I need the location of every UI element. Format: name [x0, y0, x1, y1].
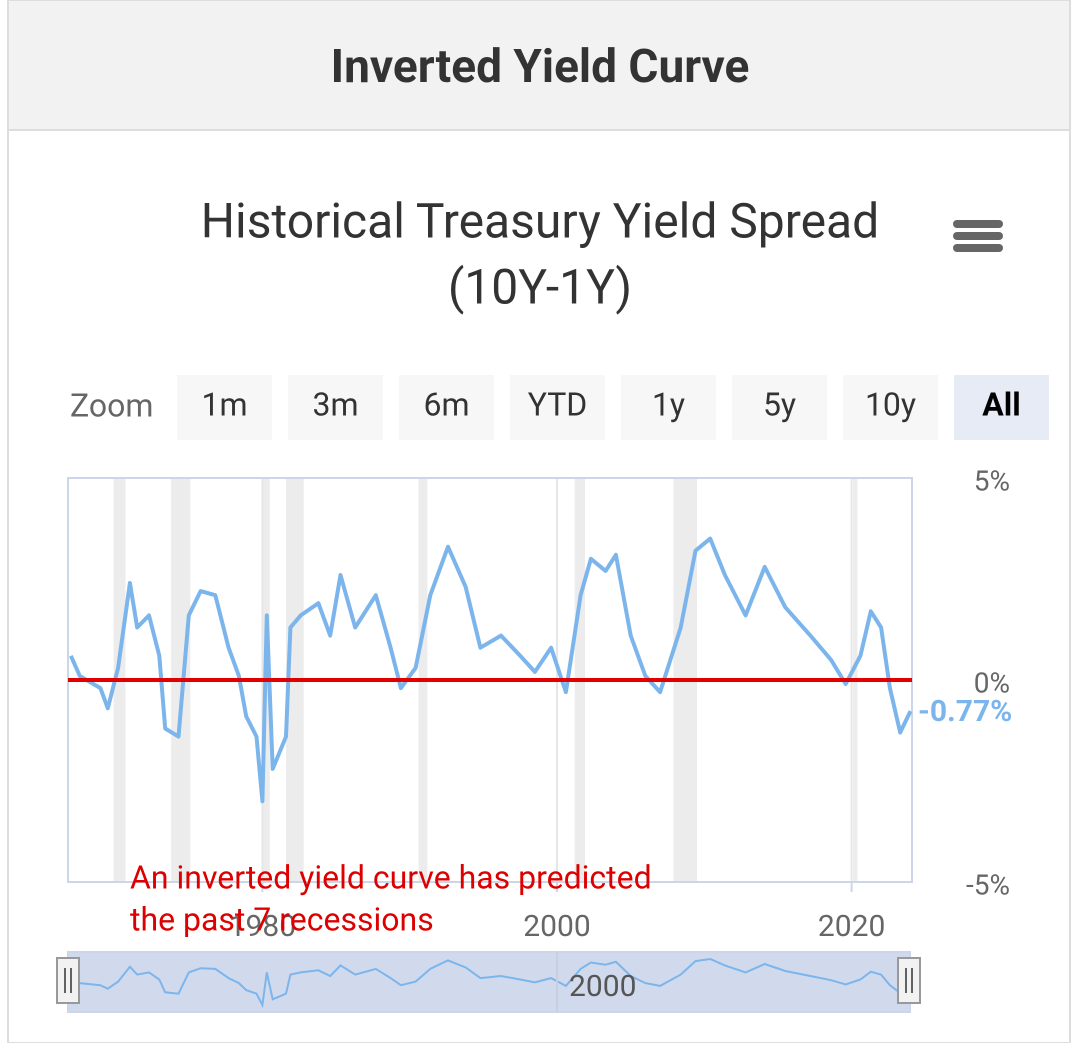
- navigator-mask: [67, 951, 911, 1013]
- zoom-button-label: 6m: [423, 385, 469, 423]
- zoom-button-bg: [288, 375, 383, 440]
- zoom-button-bg: [399, 375, 494, 440]
- zoom-button[interactable]: YTD: [510, 375, 605, 440]
- zoom-button[interactable]: All: [954, 375, 1049, 440]
- zoom-button-bg: [843, 375, 938, 440]
- zoom-button-bg: [732, 375, 827, 440]
- y-tick-label: 0%: [974, 666, 1010, 699]
- navigator-line: [70, 957, 911, 1009]
- zoom-button-label: 1m: [201, 385, 247, 423]
- zoom-button[interactable]: 3m: [288, 375, 383, 440]
- zoom-label: Zoom: [70, 386, 153, 424]
- last-value-label: -0.77%: [918, 694, 1012, 729]
- handle-body: [897, 957, 921, 1004]
- handle-body: [56, 957, 80, 1004]
- x-tick-label: 2000: [523, 909, 590, 944]
- y-tick-label: -5%: [966, 868, 1010, 901]
- zoom-button-label: 5y: [763, 385, 796, 423]
- header-band: [9, 1, 1069, 130]
- zoom-button[interactable]: 10y: [843, 375, 938, 440]
- zoom-button-label: 1y: [652, 385, 685, 423]
- series-line: [69, 536, 913, 804]
- zoom-button[interactable]: 1m: [177, 375, 272, 440]
- zoom-button[interactable]: 1y: [621, 375, 716, 440]
- chart-title: Historical Treasury Yield Spread: [201, 193, 879, 250]
- zoom-button-bg: [510, 375, 605, 440]
- navigator-handle[interactable]: [56, 957, 80, 1004]
- zoom-button-bg: [621, 375, 716, 440]
- x-tick-label: 2020: [818, 909, 885, 944]
- annotation: the past 7 recessions: [130, 900, 434, 938]
- zoom-button-label: 10y: [865, 385, 916, 423]
- zoom-button-label: 3m: [312, 385, 358, 423]
- navigator-handle[interactable]: [897, 957, 921, 1004]
- zoom-button-bg: [177, 375, 272, 440]
- zoom-button-label: All: [982, 385, 1020, 423]
- zoom-button[interactable]: 6m: [399, 375, 494, 440]
- zoom-button-bg: [954, 375, 1049, 440]
- annotation: An inverted yield curve has predicted: [130, 858, 652, 896]
- navigator-tick-label: 2000: [569, 969, 636, 1004]
- header-title: Inverted Yield Curve: [331, 40, 750, 94]
- menu-button[interactable]: [953, 220, 1003, 252]
- zoom-button[interactable]: 5y: [732, 375, 827, 440]
- x-tick-label: 1980: [229, 909, 296, 944]
- zoom-button-label: YTD: [528, 385, 588, 423]
- chart-title: (10Y-1Y): [448, 259, 632, 316]
- y-tick-label: 5%: [974, 464, 1010, 497]
